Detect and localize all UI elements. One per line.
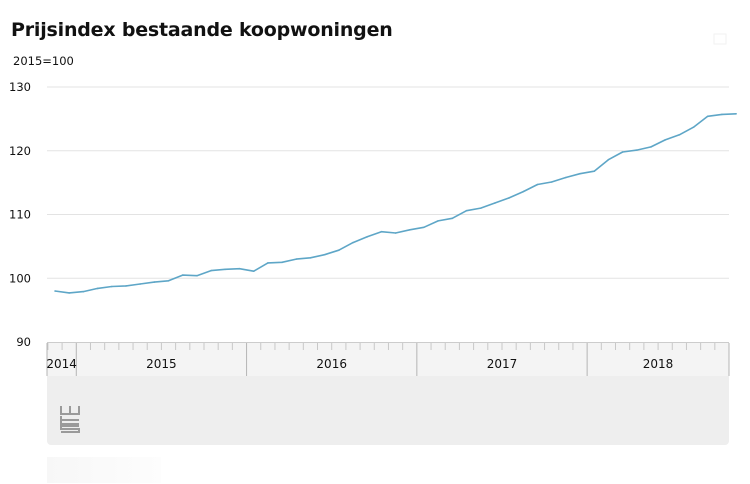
data-point (153, 281, 156, 283)
data-point (181, 274, 184, 276)
data-point (692, 126, 695, 128)
data-point (593, 170, 596, 172)
data-point (494, 202, 496, 204)
y-tick-label: 100 (9, 271, 31, 285)
data-point (167, 280, 170, 282)
y-tick-label: 120 (9, 144, 31, 158)
data-point (621, 151, 624, 153)
data-point (465, 209, 468, 212)
data-point (323, 253, 326, 256)
data-point (706, 115, 709, 118)
data-point (394, 232, 397, 234)
data-point (721, 113, 723, 116)
data-point (196, 274, 198, 277)
data-point (536, 183, 539, 186)
data-point (338, 249, 340, 251)
chart-title: Prijsindex bestaande koopwoningen (11, 19, 393, 41)
data-point (735, 112, 737, 115)
data-point (267, 262, 269, 264)
data-point (125, 285, 127, 287)
data-point (224, 268, 227, 271)
data-point (281, 261, 283, 264)
x-year-label: 2015 (146, 357, 177, 371)
data-point (82, 290, 85, 293)
x-year-label: 2017 (487, 357, 518, 371)
y-tick-label: 130 (9, 80, 31, 94)
data-point (68, 292, 70, 294)
x-year-label: 2014 (46, 357, 77, 371)
data-point (508, 197, 510, 199)
data-point (550, 181, 553, 183)
data-point (579, 172, 581, 175)
cbs-logo (60, 406, 80, 433)
data-point (210, 269, 212, 272)
data-point (110, 285, 113, 288)
data-point (635, 149, 638, 151)
data-point (54, 290, 56, 292)
data-point (678, 134, 681, 136)
x-year-label: 2018 (643, 357, 674, 371)
data-point (423, 226, 425, 229)
data-point (96, 287, 99, 290)
y-tick-label: 90 (16, 335, 31, 349)
data-point (437, 220, 439, 222)
y-tick-label: 110 (9, 208, 31, 222)
data-point (664, 139, 666, 141)
data-point (607, 158, 610, 161)
data-point (522, 190, 525, 193)
expand-icon[interactable] (713, 33, 727, 45)
data-point (650, 146, 652, 148)
series-line (54, 113, 737, 294)
data-point (352, 241, 354, 244)
data-point (380, 230, 383, 233)
footer-shadow (47, 457, 161, 483)
x-year-label: 2016 (316, 357, 347, 371)
data-point (479, 207, 482, 209)
data-point (451, 217, 454, 220)
data-point (238, 267, 241, 270)
data-point (252, 270, 255, 273)
data-point (295, 258, 298, 260)
data-point (139, 283, 141, 285)
data-point (408, 229, 411, 231)
chart-subtitle: 2015=100 (13, 54, 74, 68)
data-point (366, 236, 368, 238)
footer-panel (47, 376, 729, 445)
data-point (309, 257, 312, 259)
data-point (565, 176, 567, 179)
